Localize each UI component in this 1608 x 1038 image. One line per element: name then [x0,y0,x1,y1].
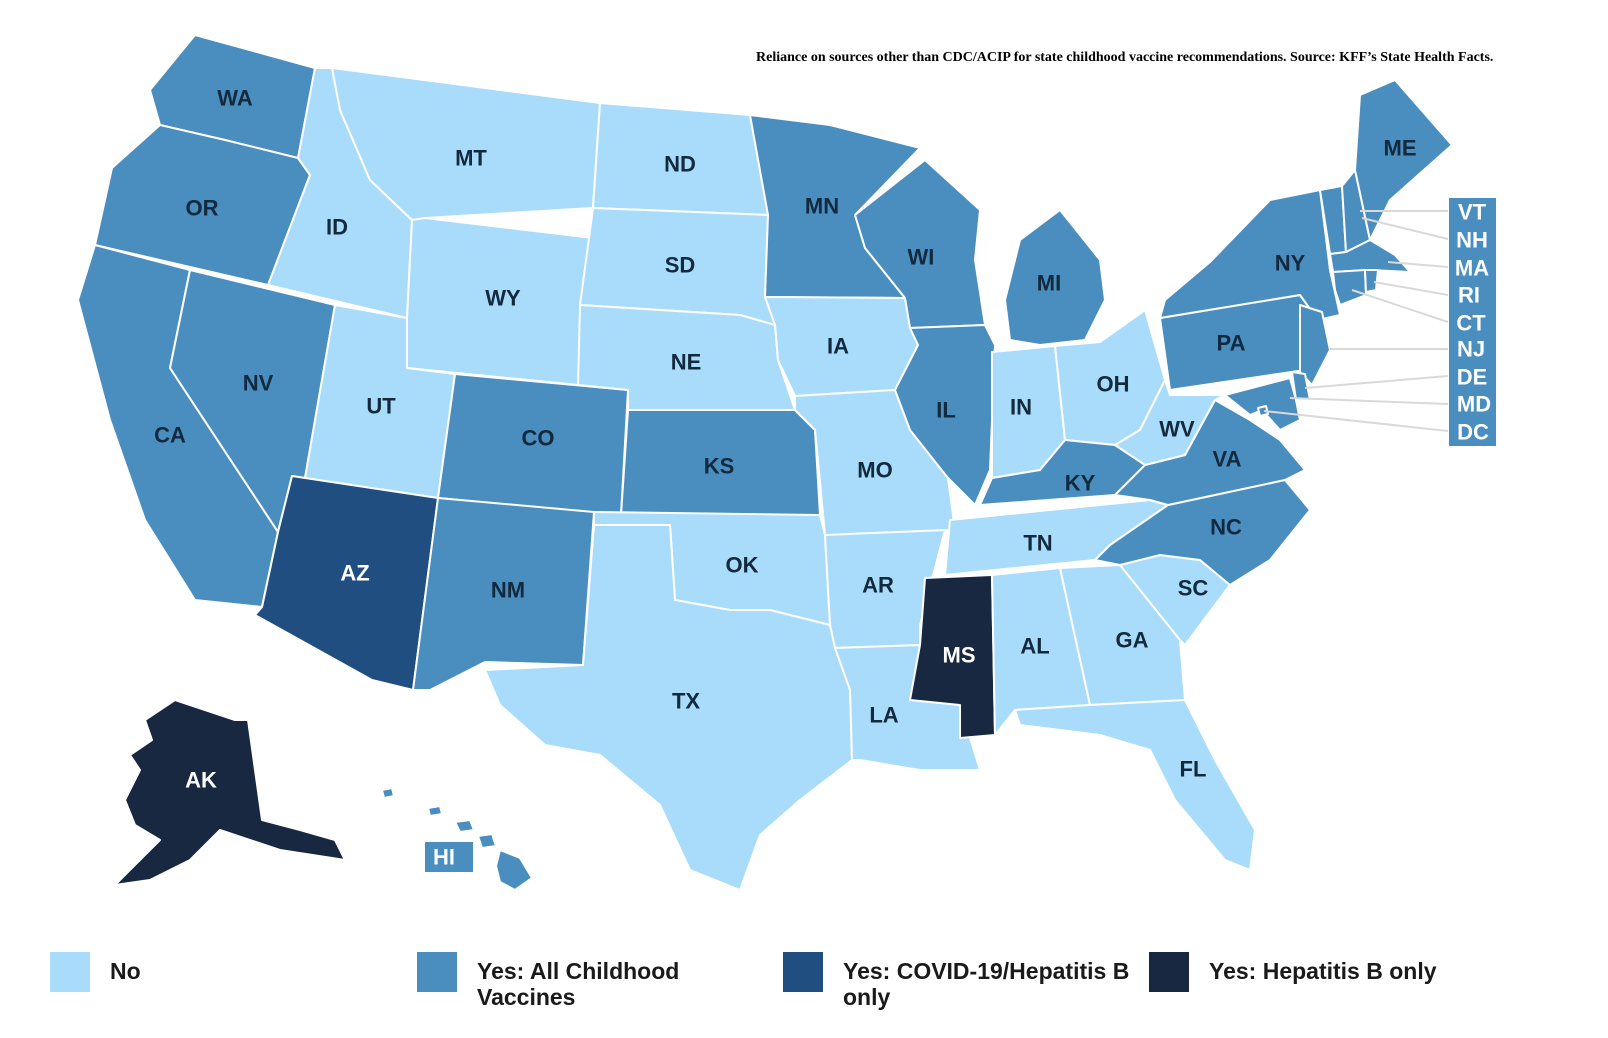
label-ms: MS [943,643,976,668]
state-ak[interactable] [114,699,346,886]
label-dc: DC [1457,420,1489,445]
legend-label-no: No [110,958,141,984]
state-nc[interactable] [1094,479,1311,586]
label-il: IL [936,398,956,423]
label-ca: CA [154,423,186,448]
legend-item-no: No [50,952,370,992]
state-nj[interactable] [1299,304,1331,386]
label-co: CO [522,426,555,451]
label-mi: MI [1037,271,1061,296]
label-ok: OK [726,553,759,578]
label-va: VA [1213,447,1242,472]
label-tn: TN [1023,531,1052,556]
label-md: MD [1457,392,1491,417]
northeast-label-panel [1449,198,1496,446]
legend-swatch-no [50,952,90,992]
label-hi: HI [433,845,455,870]
legend-item-hepb: Yes: Hepatitis B only [1149,952,1529,992]
state-ny[interactable] [1159,189,1341,321]
map-caption: Reliance on sources other than CDC/ACIP … [756,50,1494,65]
label-ga: GA [1116,628,1149,653]
legend-swatch-covid-hepb [783,952,823,992]
state-il[interactable] [894,324,996,506]
label-sc: SC [1178,576,1209,601]
label-nv: NV [243,371,274,396]
legend-label-hepb: Yes: Hepatitis B only [1209,958,1437,984]
legend-item-covid-hepb: Yes: COVID-19/Hepatitis B only [783,952,1143,1010]
label-wa: WA [217,86,253,111]
legend-item-all: Yes: All Childhood Vaccines [417,952,717,1010]
state-mi[interactable] [1004,209,1106,346]
label-mt: MT [455,146,487,171]
label-nc: NC [1210,515,1242,540]
label-fl: FL [1180,757,1207,782]
label-de: DE [1457,365,1488,390]
state-ks[interactable] [620,409,821,516]
label-tx: TX [672,689,700,714]
label-nh: NH [1456,228,1488,253]
label-ky: KY [1065,471,1096,496]
label-mn: MN [805,194,839,219]
label-ny: NY [1275,251,1306,276]
state-md[interactable] [1224,377,1301,431]
label-ak: AK [185,768,217,793]
legend-label-covid-hepb: Yes: COVID-19/Hepatitis B only [843,958,1130,1010]
label-wv: WV [1159,417,1195,442]
label-vt: VT [1458,200,1487,225]
label-ar: AR [862,573,894,598]
label-sd: SD [665,253,696,278]
label-me: ME [1384,136,1417,161]
hi-label-box [425,842,473,872]
label-ia: IA [827,334,849,359]
label-ct: CT [1456,311,1486,336]
label-nj: NJ [1457,337,1485,362]
state-ct[interactable] [1332,269,1367,306]
state-tx[interactable] [484,524,853,891]
label-ks: KS [704,454,735,479]
state-ri[interactable] [1364,269,1379,293]
state-de[interactable] [1291,371,1311,401]
label-wy: WY [485,286,521,311]
label-ut: UT [366,394,396,419]
label-mo: MO [857,458,892,483]
label-al: AL [1020,634,1049,659]
state-dc[interactable] [1257,405,1269,417]
legend-swatch-hepb [1149,952,1189,992]
label-nm: NM [491,578,525,603]
legend-swatch-all [417,952,457,992]
label-oh: OH [1097,372,1130,397]
state-wv[interactable] [1114,379,1226,466]
label-id: ID [326,215,348,240]
label-ri: RI [1458,283,1480,308]
label-in: IN [1010,395,1032,420]
label-pa: PA [1217,331,1246,356]
state-hi[interactable] [381,787,533,891]
label-wi: WI [908,245,935,270]
label-az: AZ [340,561,369,586]
label-ne: NE [671,350,702,375]
label-nd: ND [664,152,696,177]
label-or: OR [186,196,219,221]
state-fl[interactable] [1014,699,1256,871]
label-la: LA [869,703,898,728]
legend-label-all: Yes: All Childhood Vaccines [477,958,680,1010]
label-ma: MA [1455,256,1489,281]
state-ga[interactable] [1059,564,1186,706]
